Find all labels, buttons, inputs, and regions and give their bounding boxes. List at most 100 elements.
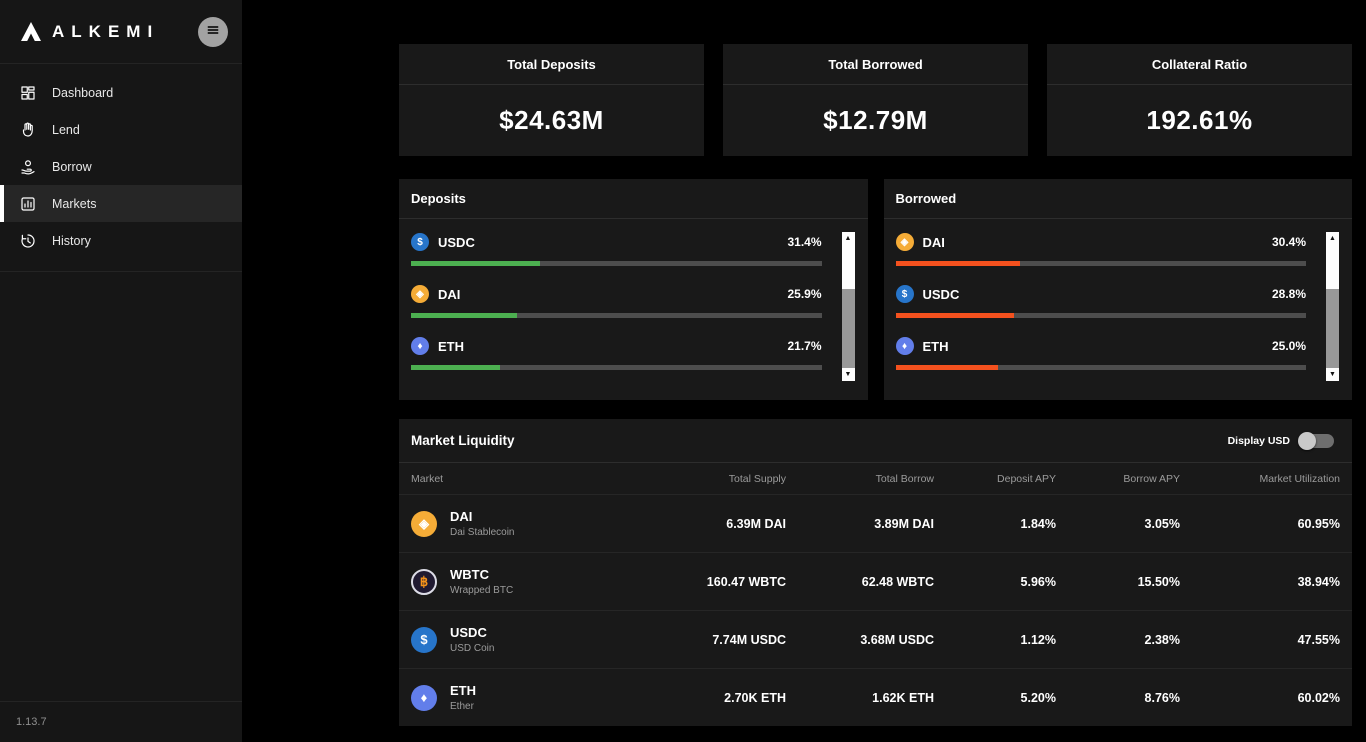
eth-icon: ♦ bbox=[411, 684, 437, 711]
display-usd-label: Display USD bbox=[1227, 434, 1290, 447]
total-borrow: 62.48 WBTC bbox=[861, 574, 934, 589]
asset-symbol: DAI bbox=[922, 234, 945, 250]
deposits-asset-list: $ USDC 31.4% ◈ DAI 25.9% bbox=[399, 219, 868, 370]
eth-icon: ♦ bbox=[895, 337, 914, 355]
deposits-panel-title: Deposits bbox=[399, 179, 868, 219]
progress-fill bbox=[411, 365, 501, 370]
sidebar-item-label: History bbox=[52, 233, 91, 248]
logo-text: ALKEMI bbox=[52, 21, 160, 41]
stat-value: $24.63M bbox=[499, 104, 604, 135]
scroll-down-icon[interactable]: ▼ bbox=[1326, 368, 1339, 381]
dai-icon: ◈ bbox=[411, 285, 429, 303]
scrollbar-thumb[interactable] bbox=[1326, 245, 1339, 289]
market-symbol: DAI bbox=[450, 509, 473, 524]
table-row-usdc[interactable]: $ USDC USD Coin 7.74M USDC 3.68M USDC 1.… bbox=[399, 610, 1352, 668]
progress-track bbox=[411, 313, 822, 318]
progress-track bbox=[411, 261, 822, 266]
progress-fill bbox=[895, 313, 1014, 318]
borrow-hand-coin-icon bbox=[18, 157, 38, 177]
total-supply: 160.47 WBTC bbox=[706, 574, 786, 589]
history-clock-icon bbox=[18, 231, 38, 251]
progress-track bbox=[895, 365, 1306, 370]
table-row-eth[interactable]: ♦ ETH Ether 2.70K ETH 1.62K ETH 5.20% 8.… bbox=[399, 668, 1352, 726]
deposit-asset-row: ◈ DAI 25.9% bbox=[411, 285, 822, 318]
total-borrow: 3.68M USDC bbox=[860, 632, 934, 647]
dashboard-icon bbox=[18, 83, 38, 103]
stat-card-total-borrowed: Total Borrowed $12.79M bbox=[723, 44, 1028, 156]
column-header: Total Borrow bbox=[875, 472, 934, 485]
scroll-down-icon[interactable]: ▼ bbox=[841, 368, 855, 381]
table-row-dai[interactable]: ◈ DAI Dai Stablecoin 6.39M DAI 3.89M DAI… bbox=[399, 494, 1352, 552]
sidebar-item-lend[interactable]: Lend bbox=[0, 111, 242, 148]
borrowed-panel: Borrowed ◈ DAI 30.4% $ USDC bbox=[883, 179, 1352, 400]
borrow-apy: 15.50% bbox=[1137, 574, 1180, 589]
market-liquidity-title: Market Liquidity bbox=[411, 433, 515, 448]
version-label: 1.13.7 bbox=[0, 701, 242, 742]
sidebar-item-borrow[interactable]: Borrow bbox=[0, 148, 242, 185]
market-symbol: WBTC bbox=[450, 567, 489, 582]
display-usd-toggle[interactable] bbox=[1298, 431, 1334, 450]
borrowed-asset-row: ◈ DAI 30.4% bbox=[895, 233, 1306, 266]
column-header: Total Supply bbox=[728, 472, 786, 485]
borrowed-asset-row: ♦ ETH 25.0% bbox=[895, 337, 1306, 370]
table-row-wbtc[interactable]: ฿ WBTC Wrapped BTC 160.47 WBTC 62.48 WBT… bbox=[399, 552, 1352, 610]
sidebar-item-history[interactable]: History bbox=[0, 222, 242, 259]
asset-symbol: USDC bbox=[922, 286, 960, 302]
column-header: Borrow APY bbox=[1123, 472, 1180, 485]
total-supply: 7.74M USDC bbox=[712, 632, 786, 647]
market-name: Ether bbox=[450, 701, 474, 712]
market-utilization: 60.02% bbox=[1297, 690, 1340, 705]
scroll-up-icon[interactable]: ▲ bbox=[1326, 232, 1339, 245]
sidebar-item-dashboard[interactable]: Dashboard bbox=[0, 74, 242, 111]
progress-fill bbox=[895, 365, 999, 370]
market-name: Dai Stablecoin bbox=[450, 527, 515, 538]
deposit-asset-row: $ USDC 31.4% bbox=[411, 233, 822, 266]
market-utilization: 47.55% bbox=[1297, 632, 1340, 647]
deposit-asset-row: ♦ ETH 21.7% bbox=[411, 337, 822, 370]
dai-icon: ◈ bbox=[411, 510, 437, 537]
sidebar-item-markets[interactable]: Markets bbox=[0, 185, 242, 222]
borrowed-panel-title: Borrowed bbox=[883, 179, 1352, 219]
sidebar-item-label: Borrow bbox=[52, 159, 92, 174]
asset-percent: 25.0% bbox=[1271, 339, 1306, 353]
asset-percent: 28.8% bbox=[1271, 287, 1306, 301]
asset-symbol: ETH bbox=[922, 338, 949, 354]
deposit-apy: 1.84% bbox=[1020, 516, 1056, 531]
borrow-apy: 2.38% bbox=[1144, 632, 1180, 647]
progress-fill bbox=[895, 261, 1021, 266]
deposits-scrollbar[interactable]: ▲ ▼ bbox=[841, 232, 855, 381]
market-liquidity-panel: Market Liquidity Display USD Market Tota… bbox=[399, 419, 1352, 726]
usdc-icon: $ bbox=[895, 285, 914, 303]
usdc-icon: $ bbox=[411, 233, 429, 251]
asset-percent: 31.4% bbox=[787, 235, 822, 249]
borrowed-scrollbar[interactable]: ▲ ▼ bbox=[1326, 232, 1339, 381]
toggle-knob bbox=[1298, 431, 1316, 450]
asset-percent: 30.4% bbox=[1271, 235, 1306, 249]
scrollbar-thumb[interactable] bbox=[841, 245, 855, 289]
eth-icon: ♦ bbox=[411, 337, 429, 355]
wbtc-icon: ฿ bbox=[411, 568, 437, 595]
total-supply: 2.70K ETH bbox=[724, 690, 786, 705]
table-header-row: Market Total Supply Total Borrow Deposit… bbox=[399, 463, 1352, 494]
asset-percent: 21.7% bbox=[787, 339, 822, 353]
stat-card-collateral-ratio: Collateral Ratio 192.61% bbox=[1047, 44, 1352, 156]
scroll-up-icon[interactable]: ▲ bbox=[841, 232, 855, 245]
deposits-panel: Deposits $ USDC 31.4% ◈ DAI bbox=[399, 179, 868, 400]
asset-symbol: USDC bbox=[438, 234, 475, 250]
asset-symbol: DAI bbox=[438, 286, 461, 302]
menu-button[interactable] bbox=[198, 16, 228, 47]
total-borrow: 1.62K ETH bbox=[872, 690, 934, 705]
asset-symbol: ETH bbox=[438, 338, 464, 354]
dai-icon: ◈ bbox=[895, 233, 914, 251]
stat-title: Total Deposits bbox=[399, 44, 704, 85]
sidebar-item-label: Dashboard bbox=[52, 85, 114, 100]
stats-row: Total Deposits $24.63M Total Borrowed $1… bbox=[399, 44, 1352, 156]
progress-track bbox=[411, 365, 822, 370]
deposit-apy: 1.12% bbox=[1020, 632, 1056, 647]
market-symbol: USDC bbox=[450, 625, 487, 640]
stat-value: 192.61% bbox=[1146, 104, 1253, 135]
borrow-apy: 3.05% bbox=[1144, 516, 1180, 531]
column-header: Market bbox=[411, 472, 444, 485]
total-supply: 6.39M DAI bbox=[726, 516, 786, 531]
